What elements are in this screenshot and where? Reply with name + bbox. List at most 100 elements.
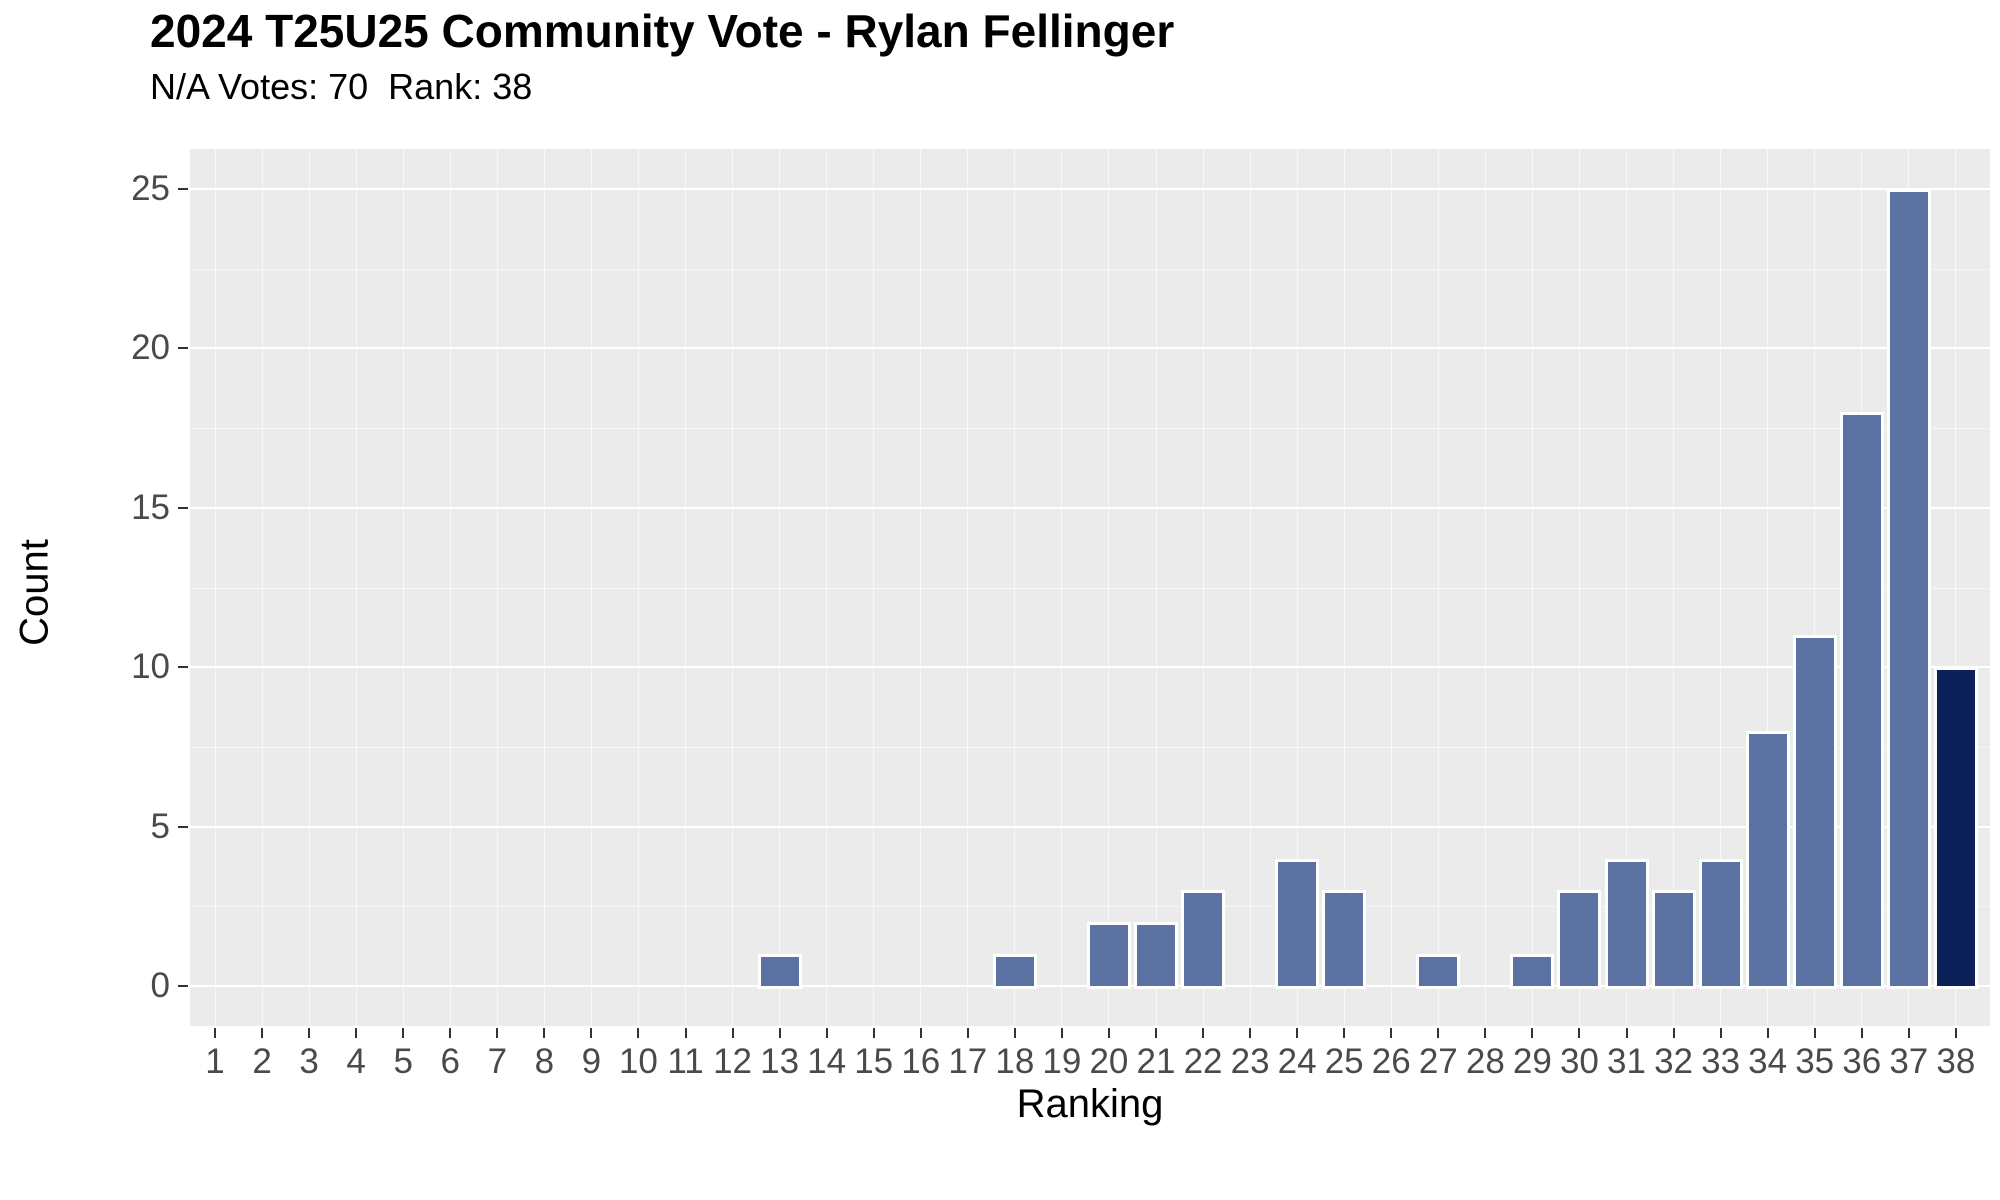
gridline-vertical xyxy=(637,149,639,1026)
x-tick-label: 29 xyxy=(1512,1042,1552,1081)
gridline-major xyxy=(190,506,1990,509)
x-tick-label: 21 xyxy=(1136,1042,1176,1081)
gridline-vertical xyxy=(1014,149,1016,1026)
x-tick-mark xyxy=(214,1028,216,1038)
gridline-minor xyxy=(190,428,1990,430)
x-tick-mark xyxy=(1625,1028,1628,1038)
x-tick-mark xyxy=(731,1028,734,1038)
x-tick-mark xyxy=(1060,1028,1063,1038)
x-tick-label: 27 xyxy=(1418,1042,1458,1081)
x-tick-label: 16 xyxy=(901,1042,941,1081)
x-tick-mark xyxy=(1672,1028,1675,1038)
gridline-vertical xyxy=(1061,149,1063,1026)
gridline-vertical xyxy=(261,149,263,1026)
x-tick-label: 7 xyxy=(487,1042,508,1081)
bar-rank-24 xyxy=(1275,858,1320,990)
y-tick-label: 25 xyxy=(131,168,170,208)
bar-rank-37 xyxy=(1886,188,1931,990)
x-tick-mark xyxy=(1813,1028,1816,1038)
gridline-vertical xyxy=(873,149,875,1026)
x-tick-label: 37 xyxy=(1889,1042,1929,1081)
gridline-vertical xyxy=(779,149,781,1026)
gridline-major xyxy=(190,187,1990,190)
gridline-vertical xyxy=(355,149,357,1026)
x-tick-label: 4 xyxy=(346,1042,366,1081)
x-tick-label: 10 xyxy=(618,1042,658,1081)
x-tick-label: 15 xyxy=(854,1042,894,1081)
x-tick-mark xyxy=(402,1028,405,1038)
gridline-minor xyxy=(190,746,1990,748)
x-tick-label: 1 xyxy=(205,1042,225,1081)
gridline-vertical xyxy=(1767,149,1769,1026)
x-tick-label: 12 xyxy=(713,1042,753,1081)
x-tick-mark xyxy=(919,1028,922,1038)
x-tick-mark xyxy=(261,1028,264,1038)
y-tick-mark xyxy=(178,985,188,988)
x-tick-label: 35 xyxy=(1795,1042,1835,1081)
x-tick-mark xyxy=(1907,1028,1910,1038)
x-tick-label: 31 xyxy=(1607,1042,1646,1081)
gridline-vertical xyxy=(1343,149,1345,1026)
x-tick-label: 6 xyxy=(440,1042,460,1081)
x-tick-mark xyxy=(1484,1028,1487,1038)
gridline-vertical xyxy=(1484,149,1486,1026)
x-tick-mark xyxy=(355,1028,358,1038)
gridline-vertical xyxy=(1626,149,1627,1026)
x-tick-mark xyxy=(1296,1028,1299,1038)
bar-rank-38 xyxy=(1933,667,1978,990)
bar-rank-27 xyxy=(1416,954,1461,990)
x-tick-label: 33 xyxy=(1701,1042,1741,1081)
x-tick-label: 38 xyxy=(1936,1042,1976,1081)
gridline-vertical xyxy=(308,149,310,1026)
gridline-vertical xyxy=(543,149,545,1026)
y-tick-mark xyxy=(178,506,188,509)
bar-rank-20 xyxy=(1086,922,1131,990)
y-tick-mark xyxy=(178,347,188,350)
gridline-major xyxy=(190,347,1990,350)
gridline-vertical xyxy=(1202,149,1204,1026)
x-tick-label: 18 xyxy=(995,1042,1035,1081)
bar-rank-21 xyxy=(1134,922,1178,990)
x-axis-title: Ranking xyxy=(1016,1082,1164,1126)
x-tick-mark xyxy=(1107,1028,1110,1038)
x-tick-mark xyxy=(1531,1028,1534,1038)
y-tick-mark xyxy=(178,825,188,828)
gridline-minor xyxy=(190,587,1990,589)
gridline-vertical xyxy=(1390,149,1392,1026)
gridline-vertical xyxy=(1531,149,1533,1026)
x-tick-label: 19 xyxy=(1042,1042,1082,1081)
x-tick-label: 36 xyxy=(1842,1042,1882,1081)
bar-rank-33 xyxy=(1698,858,1743,990)
plot-panel xyxy=(190,149,1990,1026)
x-tick-mark xyxy=(1155,1028,1157,1038)
x-tick-label: 8 xyxy=(534,1042,555,1081)
y-tick-label: 0 xyxy=(150,966,170,1006)
gridline-major xyxy=(190,666,1990,669)
gridline-vertical xyxy=(967,149,969,1026)
x-tick-mark xyxy=(1766,1028,1769,1038)
bar-rank-25 xyxy=(1322,890,1367,990)
x-tick-label: 5 xyxy=(393,1042,413,1081)
bar-rank-18 xyxy=(992,954,1037,990)
bar-rank-29 xyxy=(1510,954,1555,990)
y-tick-label: 10 xyxy=(131,647,170,687)
x-tick-mark xyxy=(1719,1028,1722,1038)
gridline-vertical xyxy=(402,149,404,1026)
gridline-vertical xyxy=(1955,149,1957,1026)
chart-title: 2024 T25U25 Community Vote - Rylan Felli… xyxy=(150,5,1175,57)
x-tick-label: 11 xyxy=(667,1042,704,1081)
x-tick-label: 24 xyxy=(1277,1042,1317,1081)
x-tick-label: 3 xyxy=(299,1042,319,1081)
x-tick-label: 22 xyxy=(1183,1042,1223,1081)
x-tick-mark xyxy=(1013,1028,1016,1038)
x-tick-label: 2 xyxy=(252,1042,272,1081)
x-tick-mark xyxy=(872,1028,875,1038)
bar-rank-30 xyxy=(1557,890,1602,990)
bar-rank-35 xyxy=(1792,635,1837,990)
x-tick-mark xyxy=(778,1028,781,1038)
y-axis-title: Count xyxy=(12,539,57,646)
gridline-vertical xyxy=(1108,149,1110,1026)
x-tick-label: 13 xyxy=(760,1042,800,1081)
bar-rank-31 xyxy=(1604,858,1649,990)
